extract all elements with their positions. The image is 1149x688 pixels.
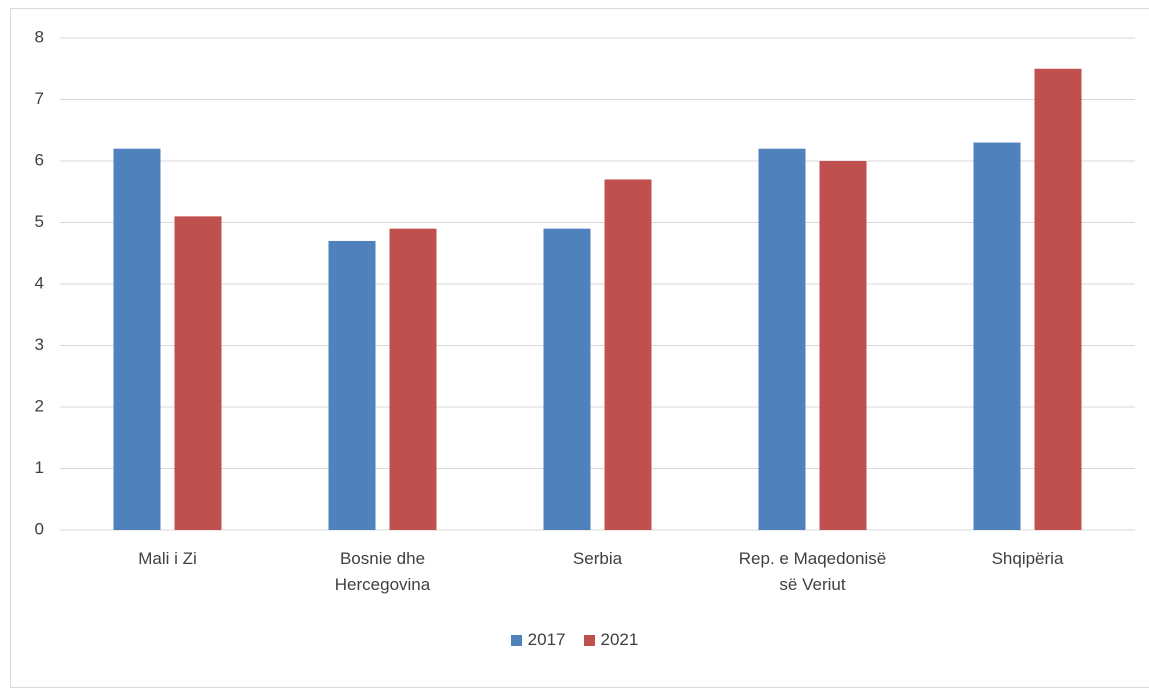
y-tick-label: 7: [35, 89, 44, 108]
bar: [1034, 68, 1082, 530]
y-tick-label: 2: [35, 396, 44, 415]
bar: [113, 148, 161, 530]
legend-swatch: [510, 634, 522, 646]
legend-item: 2017: [510, 630, 566, 650]
legend-label: 2021: [600, 630, 639, 649]
bar: [543, 228, 591, 530]
legend-swatch: [583, 634, 595, 646]
bar: [973, 142, 1021, 531]
legend-item: 2021: [583, 630, 639, 650]
y-tick-label: 4: [35, 273, 44, 292]
x-tick-label: Bosnie dhe Hercegovina: [334, 549, 431, 594]
bar: [389, 228, 437, 530]
bar: [758, 148, 806, 530]
legend-label: 2017: [527, 630, 566, 649]
bar: [328, 240, 376, 530]
bar: [174, 216, 222, 530]
x-tick-label: Rep. e Maqedonisë së Veriut: [738, 549, 887, 594]
y-tick-label: 0: [35, 519, 44, 538]
legend: 2017 2021: [0, 630, 1149, 650]
x-tick-label: Mali i Zi: [138, 549, 197, 568]
y-tick-label: 8: [35, 27, 44, 46]
y-tick-label: 5: [35, 212, 44, 231]
bar: [604, 179, 652, 530]
bar: [819, 161, 867, 530]
y-tick-label: 3: [35, 335, 44, 354]
x-tick-label: Shqipëria: [991, 549, 1064, 568]
y-tick-label: 6: [35, 150, 44, 169]
x-tick-label: Serbia: [572, 549, 623, 568]
y-tick-label: 1: [35, 458, 44, 477]
